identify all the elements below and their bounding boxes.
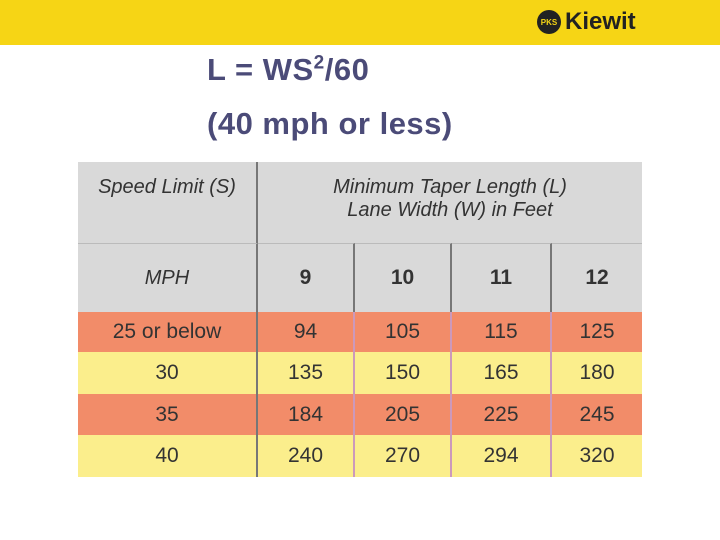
- group-label: Minimum Taper Length (L): [333, 176, 567, 198]
- taper-length: 270: [355, 435, 452, 477]
- taper-table: Speed Limit (S) Minimum Taper Length (L) L…: [78, 162, 642, 477]
- taper-length: 105: [355, 312, 452, 352]
- width-header: 12: [552, 243, 642, 312]
- taper-length: 125: [552, 312, 642, 352]
- speed-limit: 35: [78, 394, 258, 435]
- logo-text: Kiewit: [565, 8, 636, 35]
- taper-length: 320: [552, 435, 642, 477]
- speed-limit: 25 or below: [78, 312, 258, 352]
- speed-limit: 30: [78, 352, 258, 394]
- logo-badge: PKS: [537, 10, 561, 34]
- subgroup-label: Lane Width (W) in Feet: [347, 199, 553, 221]
- taper-length: 245: [552, 394, 642, 435]
- unit-header: MPH: [78, 243, 258, 312]
- width-header: 10: [355, 243, 452, 312]
- taper-length: 135: [258, 352, 355, 394]
- taper-length: 225: [452, 394, 552, 435]
- taper-length: 94: [258, 312, 355, 352]
- taper-length: 115: [452, 312, 552, 352]
- title-after: /60: [324, 52, 370, 87]
- header-bar: [0, 0, 720, 45]
- title-line2: (40 mph or less): [207, 106, 453, 141]
- title-line1: L = WS2/60: [207, 52, 369, 88]
- group-header: Minimum Taper Length (L) Lane Width (W) i…: [258, 162, 642, 243]
- speed-header: Speed Limit (S): [78, 162, 258, 243]
- taper-length: 184: [258, 394, 355, 435]
- taper-length: 205: [355, 394, 452, 435]
- width-header: 9: [258, 243, 355, 312]
- title-superscript: 2: [313, 52, 325, 74]
- taper-length: 165: [452, 352, 552, 394]
- speed-limit: 40: [78, 435, 258, 477]
- taper-length: 180: [552, 352, 642, 394]
- width-header: 11: [452, 243, 552, 312]
- title-main: L = WS: [207, 52, 314, 87]
- taper-length: 294: [452, 435, 552, 477]
- taper-length: 150: [355, 352, 452, 394]
- taper-length: 240: [258, 435, 355, 477]
